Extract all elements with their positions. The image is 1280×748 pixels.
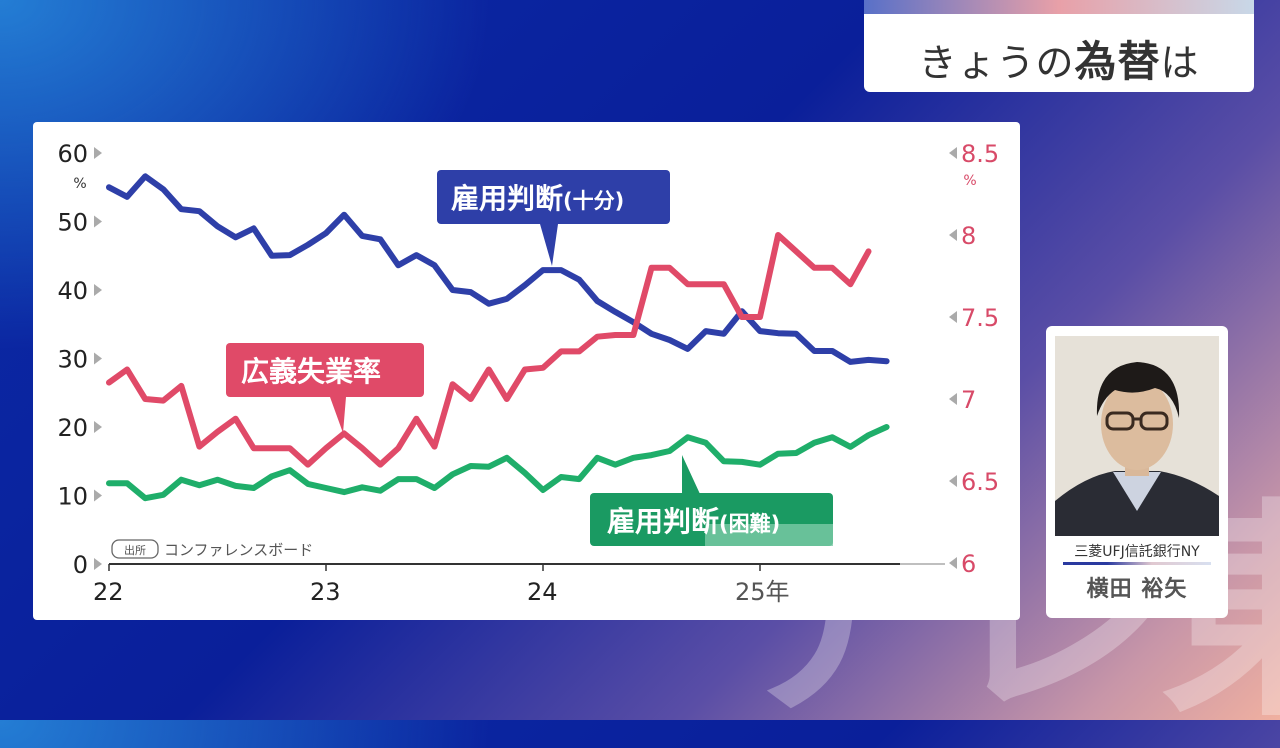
right-tick-label: 7.5 bbox=[961, 304, 999, 332]
label-main: 広義失業率 bbox=[241, 355, 381, 388]
left-tick-label: 20 bbox=[57, 414, 88, 442]
callout-employment-plentiful: 雇用判断(十分) bbox=[437, 170, 670, 266]
left-tick-arrow-icon bbox=[94, 215, 102, 228]
right-tick-label: 6.5 bbox=[961, 468, 999, 496]
left-tick-arrow-icon bbox=[94, 147, 102, 159]
right-tick-arrow-icon bbox=[949, 311, 957, 323]
left-tick-arrow-icon bbox=[94, 421, 102, 433]
x-tick-label: 23 bbox=[310, 578, 341, 606]
title-bold: 為替 bbox=[1074, 37, 1161, 86]
source-tag-box bbox=[111, 539, 159, 559]
right-tick-arrow-icon bbox=[949, 557, 957, 569]
label-sub: (困難) bbox=[719, 512, 780, 536]
guest-organization: 三菱UFJ信託銀行NY bbox=[1074, 544, 1200, 560]
left-tick-label: 10 bbox=[57, 483, 88, 511]
callout-broad-unemployment: 広義失業率 bbox=[226, 343, 424, 433]
guest-photo bbox=[1055, 336, 1219, 536]
title-accent-bar bbox=[864, 0, 1254, 14]
source-text: コンファレンスボード bbox=[164, 541, 313, 559]
source-tag: 出所 bbox=[124, 543, 146, 557]
left-tick-arrow-icon bbox=[94, 352, 102, 365]
x-tick-label: 24 bbox=[527, 578, 558, 606]
left-tick-label: 40 bbox=[57, 277, 88, 305]
title-pre: きょうの bbox=[918, 41, 1075, 85]
left-tick-arrow-icon bbox=[94, 489, 102, 502]
left-tick-label: 0 bbox=[73, 551, 88, 579]
label-main: 雇用判断 bbox=[607, 505, 719, 538]
segment-title-card: きょうの為替は bbox=[864, 0, 1254, 92]
svg-text:雇用判断(十分): 雇用判断(十分) bbox=[451, 182, 624, 215]
right-tick-label: 8 bbox=[961, 222, 976, 250]
left-axis-unit: % bbox=[73, 176, 86, 192]
label-sub: (十分) bbox=[563, 189, 624, 213]
left-tick-label: 50 bbox=[57, 209, 88, 237]
segment-title: きょうの為替は bbox=[864, 28, 1254, 89]
label-main: 雇用判断 bbox=[451, 182, 563, 215]
right-axis-unit: % bbox=[963, 173, 976, 189]
right-tick-arrow-icon bbox=[949, 147, 957, 159]
series-line-1 bbox=[106, 232, 872, 468]
left-tick-label: 30 bbox=[57, 346, 88, 374]
title-post: は bbox=[1160, 41, 1200, 85]
left-tick-label: 60 bbox=[57, 140, 88, 168]
guest-name: 横田 裕矢 bbox=[1086, 577, 1188, 602]
guest-divider bbox=[1063, 562, 1211, 565]
left-tick-arrow-icon bbox=[94, 558, 102, 570]
x-tick-label: 22 bbox=[93, 578, 124, 606]
series-line-2 bbox=[106, 424, 890, 502]
right-tick-arrow-icon bbox=[949, 229, 957, 241]
series-line-0 bbox=[106, 173, 890, 365]
right-tick-label: 6 bbox=[961, 550, 976, 578]
right-tick-arrow-icon bbox=[949, 475, 957, 487]
x-tick-label: 25年 bbox=[735, 578, 790, 606]
svg-text:雇用判断(困難): 雇用判断(困難) bbox=[607, 505, 780, 538]
left-tick-arrow-icon bbox=[94, 284, 102, 296]
right-tick-label: 7 bbox=[961, 386, 976, 414]
right-tick-label: 8.5 bbox=[961, 140, 999, 168]
guest-card: 三菱UFJ信託銀行NY 横田 裕矢 bbox=[1046, 326, 1228, 618]
callout-employment-hard: 雇用判断(困難) bbox=[590, 455, 833, 546]
right-tick-arrow-icon bbox=[949, 393, 957, 405]
